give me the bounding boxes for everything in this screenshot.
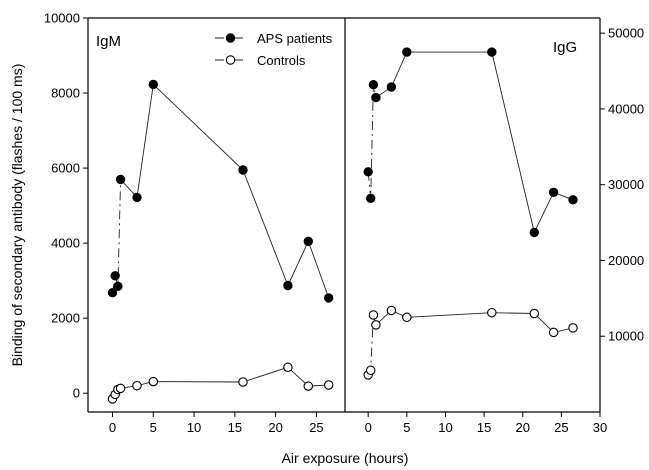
series-line-early-igg-aps-patients <box>367 84 377 199</box>
point-igg-aps-patients-5 <box>402 47 412 57</box>
point-igm-aps-patients-7 <box>283 280 293 291</box>
point-igg-aps-patients-2 <box>368 80 379 90</box>
point-igg-controls-4 <box>386 305 397 316</box>
point-igg-aps-patients-8 <box>548 187 559 198</box>
x-axis-title: Air exposure (hours) <box>282 450 409 466</box>
y-tick-label-igg-1: 20000 <box>608 253 644 268</box>
y-tick-label-igm-2: 4000 <box>51 236 80 251</box>
point-igm-aps-patients-2 <box>113 281 123 291</box>
x-tick-label-igm-2: 10 <box>187 420 201 435</box>
y-axis-title: Binding of secondary antibody (flashes /… <box>9 64 25 367</box>
x-tick-label-igg-2: 10 <box>438 420 452 435</box>
y-tick-label-igm-5: 10000 <box>44 11 80 26</box>
x-tick-label-igm-5: 25 <box>309 420 323 435</box>
y-tick-label-igm-1: 2000 <box>51 311 80 326</box>
x-tick-label-igg-0: 0 <box>365 420 372 435</box>
point-igm-aps-patients-8 <box>303 236 313 247</box>
point-igm-controls-5 <box>148 376 159 387</box>
legend-marker-aps <box>225 33 236 43</box>
point-igm-controls-4 <box>132 380 142 391</box>
point-igg-controls-8 <box>548 327 559 338</box>
point-igm-aps-patients-6 <box>238 165 248 175</box>
x-tick-label-igg-3: 15 <box>477 420 491 435</box>
y-tick-label-igg-0: 10000 <box>608 329 644 344</box>
x-tick-label-igm-3: 15 <box>228 420 242 435</box>
point-igm-aps-patients-4 <box>132 192 142 203</box>
point-igg-controls-7 <box>529 308 540 319</box>
legend-marker-controls <box>225 55 236 65</box>
point-igg-controls-9 <box>568 323 578 333</box>
point-igm-controls-3 <box>115 383 126 394</box>
x-tick-label-igg-6: 30 <box>593 420 607 435</box>
x-tick-label-igm-4: 20 <box>268 420 282 435</box>
x-tick-label-igg-5: 25 <box>554 420 568 435</box>
point-igg-aps-patients-6 <box>487 47 497 57</box>
point-igg-controls-6 <box>487 307 497 318</box>
point-igg-aps-patients-3 <box>371 92 381 103</box>
point-igg-controls-1 <box>365 365 376 376</box>
point-igm-aps-patients-9 <box>324 293 334 303</box>
point-igg-aps-patients-4 <box>386 82 397 92</box>
series-group <box>107 47 578 404</box>
point-igg-controls-3 <box>371 320 381 330</box>
y-tick-label-igg-3: 40000 <box>608 101 644 116</box>
x-tick-label-igm-1: 5 <box>150 420 157 435</box>
panel-label-igg: IgG <box>553 39 577 56</box>
y-tick-label-igg-2: 30000 <box>608 177 644 192</box>
x-tick-label-igg-1: 5 <box>403 420 410 435</box>
y-tick-label-igg-4: 50000 <box>608 26 644 41</box>
ticks: 0 5 10 15 20 25 0 2000 4000 6000 8000 10000 0 5 10 15 20… <box>44 11 644 436</box>
legend: APS patients Controls <box>215 31 333 68</box>
panel-label-igm: IgM <box>96 33 121 50</box>
point-igg-aps-patients-0 <box>363 167 373 177</box>
series-line-igg-aps-patients <box>375 51 574 234</box>
x-tick-label-igm-0: 0 <box>109 420 116 435</box>
point-igm-controls-9 <box>323 380 334 390</box>
y-tick-label-igm-3: 6000 <box>51 161 80 176</box>
point-igg-controls-2 <box>368 310 379 320</box>
point-igm-controls-8 <box>303 381 314 391</box>
point-igg-controls-5 <box>402 312 412 323</box>
point-igm-controls-7 <box>283 362 293 373</box>
y-tick-label-igm-0: 0 <box>73 386 80 401</box>
point-igm-aps-patients-5 <box>148 79 159 90</box>
point-igm-aps-patients-3 <box>115 174 126 185</box>
point-igm-controls-6 <box>238 377 248 387</box>
point-igm-aps-patients-1 <box>110 271 120 281</box>
y-tick-label-igm-4: 8000 <box>51 86 80 101</box>
point-igg-aps-patients-1 <box>366 193 376 204</box>
x-tick-label-igg-4: 20 <box>515 420 529 435</box>
point-igg-aps-patients-7 <box>529 227 539 238</box>
legend-label-aps: APS patients <box>257 31 333 46</box>
point-igm-aps-patients-0 <box>107 288 118 298</box>
series-line-igm-aps-patients <box>120 83 330 299</box>
point-igg-aps-patients-9 <box>568 195 578 205</box>
legend-label-controls: Controls <box>257 53 306 68</box>
